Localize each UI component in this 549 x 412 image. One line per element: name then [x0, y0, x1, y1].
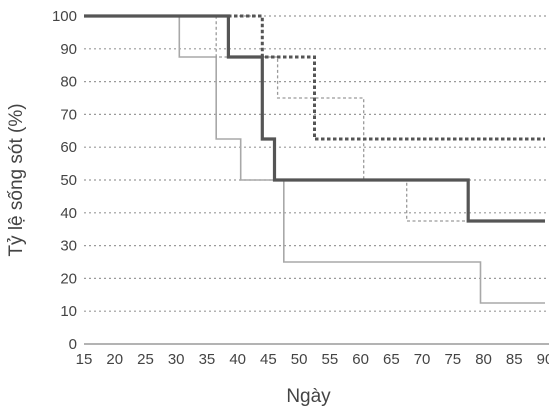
series-line-2 — [84, 14, 545, 141]
x-tick-label: 65 — [383, 351, 400, 368]
y-tick-labels: 0 10 20 30 40 50 60 70 80 90 100 — [52, 8, 77, 353]
x-tick-label: 90 — [537, 351, 549, 368]
x-tick-label: 45 — [260, 351, 277, 368]
x-tick-label: 70 — [414, 351, 431, 368]
y-tick-label: 30 — [60, 238, 77, 255]
x-tick-label: 40 — [229, 351, 246, 368]
y-tick-label: 100 — [52, 8, 77, 25]
x-tick-label: 60 — [352, 351, 369, 368]
y-tick-label: 0 — [69, 336, 77, 353]
x-tick-label: 15 — [76, 351, 93, 368]
y-tick-label: 60 — [60, 139, 77, 156]
x-tick-labels: 15 20 25 30 35 40 45 50 55 60 65 70 75 80 85 90 — [76, 351, 549, 368]
x-tick-label: 25 — [137, 351, 154, 368]
x-tick-label: 30 — [168, 351, 185, 368]
y-tick-label: 50 — [60, 172, 77, 189]
x-axis-title: Ngày — [286, 386, 331, 407]
x-tick-label: 75 — [444, 351, 461, 368]
y-tick-label: 40 — [60, 205, 77, 222]
grid-lines — [84, 15, 549, 312]
x-tick-label: 85 — [506, 351, 523, 368]
y-tick-label: 10 — [60, 303, 77, 320]
series-lines — [84, 14, 545, 304]
y-tick-label: 20 — [60, 270, 77, 287]
x-tick-label: 50 — [291, 351, 308, 368]
x-tick-label: 35 — [199, 351, 216, 368]
y-tick-label: 90 — [60, 41, 77, 58]
series-line-4 — [84, 15, 545, 304]
x-tick-label: 55 — [322, 351, 339, 368]
x-tick-label: 20 — [106, 351, 123, 368]
y-tick-label: 70 — [60, 106, 77, 123]
series-line-1 — [84, 14, 545, 223]
x-tick-label: 80 — [475, 351, 492, 368]
y-tick-label: 80 — [60, 74, 77, 91]
series-line-3 — [84, 15, 545, 222]
y-axis-title: Tỷ lệ sống sót (%) — [6, 103, 27, 256]
